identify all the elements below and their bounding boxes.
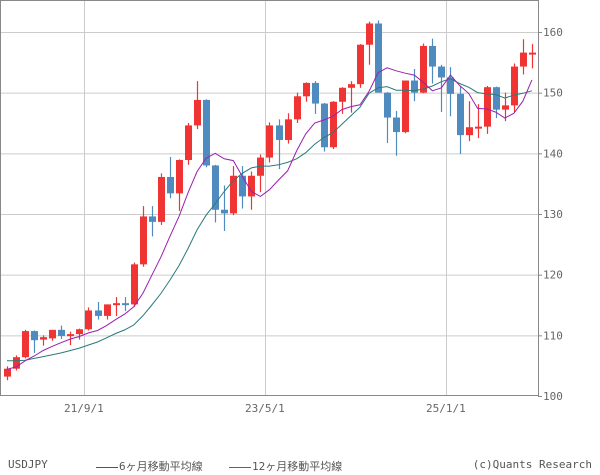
svg-text:140: 140	[543, 147, 563, 160]
svg-text:120: 120	[543, 269, 563, 282]
gridlines	[0, 0, 538, 396]
svg-text:25/1/1: 25/1/1	[426, 402, 466, 415]
candles	[4, 20, 536, 381]
candlestick-chart: 100 110 120 130 140 150 160 21/9/1 23/5/1 25/1/1	[0, 0, 563, 415]
y-axis: 100 110 120 130 140 150 160	[538, 26, 563, 403]
ma6-swatch-icon	[96, 466, 118, 468]
legend-ma6: 6ヶ月移動平均線	[96, 458, 203, 474]
svg-text:110: 110	[543, 329, 563, 342]
legend-ma12-label: 12ヶ月移動平均線	[252, 460, 343, 473]
ma6-line	[6, 67, 533, 370]
svg-text:130: 130	[543, 208, 563, 221]
svg-text:100: 100	[543, 390, 563, 403]
legend-ma6-label: 6ヶ月移動平均線	[119, 460, 203, 473]
ma12-swatch-icon	[229, 466, 251, 468]
ma12-line	[7, 78, 533, 362]
svg-text:150: 150	[543, 87, 563, 100]
x-axis: 21/9/1 23/5/1 25/1/1	[64, 402, 466, 415]
plot-frame	[0, 0, 539, 396]
svg-text:23/5/1: 23/5/1	[245, 402, 285, 415]
symbol-label: USDJPY	[8, 458, 48, 471]
svg-text:21/9/1: 21/9/1	[64, 402, 104, 415]
credit-label: (c)Quants Research	[472, 458, 592, 471]
legend-ma12: 12ヶ月移動平均線	[229, 458, 342, 474]
svg-text:160: 160	[543, 26, 563, 39]
